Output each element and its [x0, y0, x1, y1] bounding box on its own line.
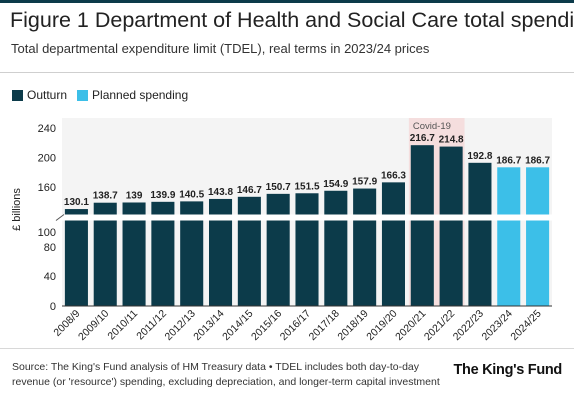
chart-title: Figure 1 Department of Health and Social… [10, 8, 574, 32]
legend-item-outturn: Outturn [12, 88, 67, 102]
y-tick-label: 40 [44, 271, 56, 283]
bar-value-label: 146.7 [237, 185, 262, 196]
y-tick-label: 0 [50, 301, 56, 313]
header-divider [0, 72, 574, 73]
x-tick-label: 2015/16 [249, 308, 284, 343]
bar-value-label: 154.9 [323, 179, 348, 190]
bar-2011-12 [151, 201, 175, 306]
bar-value-label: 157.9 [352, 177, 377, 188]
y-tick-label: 240 [38, 123, 56, 135]
bar-value-label: 150.7 [266, 182, 291, 193]
bar-2008-9 [64, 209, 88, 306]
y-tick-label: 200 [38, 153, 56, 165]
bar-value-label: 143.8 [208, 187, 233, 198]
legend-swatch-outturn [12, 89, 23, 101]
bar-2021-22 [439, 146, 463, 306]
y-tick-label: 100 [38, 227, 56, 239]
x-tick-label: 2020/21 [393, 308, 428, 343]
bar-value-label: 140.5 [179, 189, 204, 200]
covid-annotation-label: Covid-19 [413, 121, 451, 132]
bar-2020-21 [410, 145, 434, 306]
x-tick-label: 2024/25 [508, 308, 543, 343]
bar-2009-10 [93, 202, 117, 306]
bar-2018-19 [353, 188, 377, 306]
footer-divider [0, 348, 574, 349]
x-tick-label: 2016/17 [278, 308, 313, 343]
x-tick-label: 2010/11 [105, 308, 140, 343]
bar-value-label: 138.7 [93, 191, 118, 202]
bar-value-label: 151.5 [294, 181, 319, 192]
axis-break-gap [60, 214, 552, 221]
bar-value-label: 186.7 [525, 155, 550, 166]
bar-2022-23 [468, 162, 492, 306]
bar-value-label: 130.1 [64, 197, 89, 208]
x-tick-label: 2009/10 [76, 308, 111, 343]
bar-2015-16 [266, 193, 290, 306]
bar-2017-18 [324, 190, 348, 306]
bar-value-label: 139 [126, 190, 143, 201]
y-tick-label: 160 [38, 182, 56, 194]
source-note: Source: The King's Fund analysis of HM T… [12, 361, 440, 388]
legend-item-planned: Planned spending [77, 88, 188, 102]
legend-swatch-planned [77, 89, 89, 101]
bar-2024-25 [526, 167, 550, 306]
bar-2014-15 [237, 196, 261, 306]
x-tick-label: 2022/23 [451, 308, 486, 343]
legend-label-planned: Planned spending [92, 88, 189, 102]
bar-value-label: 214.8 [439, 135, 464, 146]
chart-subtitle: Total departmental expenditure limit (TD… [11, 41, 430, 56]
bar-chart: Covid-19 0 40 80 100 160 200 240 £ billions 130.1… [11, 118, 552, 343]
bar-2019-20 [381, 182, 405, 306]
bar-value-label: 192.8 [467, 151, 492, 162]
bar-value-label: 216.7 [410, 133, 435, 144]
kings-fund-logo: The King's Fund [453, 362, 563, 378]
legend-label-outturn: Outturn [27, 88, 68, 102]
x-tick-label: 2021/22 [422, 308, 457, 343]
x-tick-label: 2018/19 [335, 308, 370, 343]
x-tick-label: 2014/15 [220, 308, 255, 343]
bar-value-label: 166.3 [381, 170, 406, 181]
bar-2023-24 [497, 167, 521, 306]
bar-2016-17 [295, 193, 319, 306]
bar-value-label: 186.7 [496, 155, 521, 166]
x-tick-label: 2017/18 [307, 308, 342, 343]
y-axis-label: £ billions [11, 188, 23, 231]
bar-2010-11 [122, 202, 146, 306]
x-tick-label: 2013/14 [191, 308, 226, 343]
axis-break-mark [55, 214, 65, 221]
x-tick-label: 2019/20 [364, 308, 399, 343]
x-tick-label: 2023/24 [480, 308, 515, 343]
y-tick-label: 80 [44, 242, 56, 254]
bar-2013-14 [209, 198, 233, 306]
x-tick-label: 2012/13 [162, 308, 197, 343]
bar-value-label: 139.9 [150, 190, 175, 201]
legend: Outturn Planned spending [12, 88, 198, 102]
top-accent-bar [0, 0, 574, 3]
bar-2012-13 [180, 201, 204, 306]
